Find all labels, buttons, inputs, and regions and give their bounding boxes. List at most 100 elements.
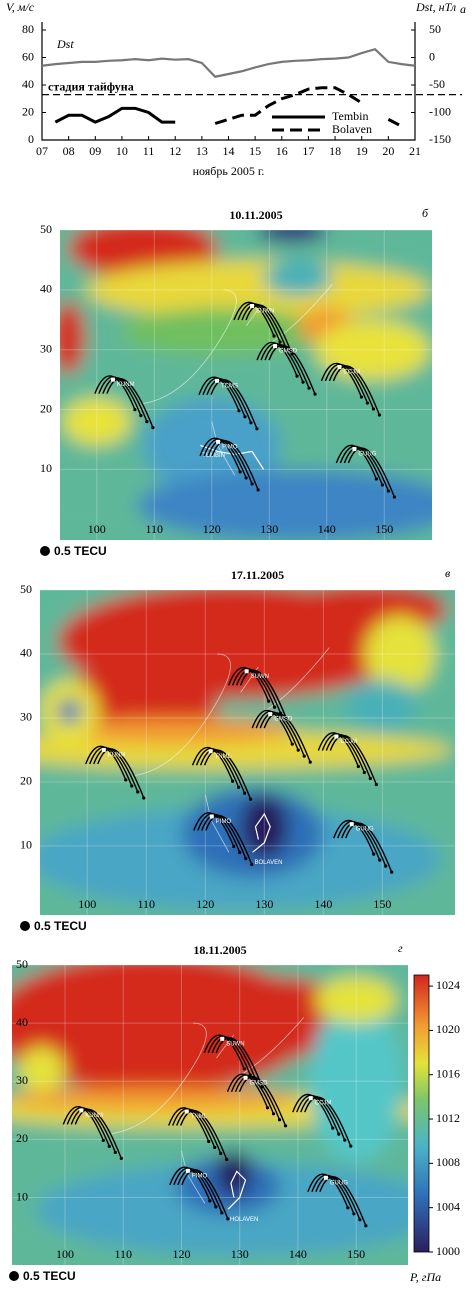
trajectory-dot — [392, 495, 396, 499]
map-title: 17.11.2005 — [231, 568, 284, 582]
y-tick-label: 20 — [20, 774, 32, 788]
trajectory-dot — [295, 374, 299, 378]
typhoon-label: TEMBIN — [202, 453, 225, 459]
typhoon-track — [227, 1170, 247, 1210]
stage-label: стадия тайфуна — [48, 79, 134, 93]
annotation: Dst — [56, 37, 74, 51]
series-line — [214, 86, 403, 128]
colorbar-tick-label: 1012 — [436, 1111, 460, 1125]
trajectory — [97, 748, 145, 799]
colorbar — [413, 974, 430, 1253]
x-tick-label: 15 — [249, 144, 261, 158]
trajectory-dot — [213, 1145, 217, 1150]
trajectory-dot — [349, 1144, 353, 1148]
tecu-dot — [9, 1271, 19, 1281]
station-label: SUWN — [226, 1041, 244, 1047]
station-label: CCJM — [343, 370, 360, 376]
field-blob — [18, 1046, 65, 1093]
trajectory — [215, 1037, 263, 1088]
field-blob — [263, 259, 333, 296]
x-tick-label: 130 — [260, 522, 278, 536]
station-label: PIMO — [192, 1173, 208, 1179]
trajectory-dot — [207, 1139, 211, 1144]
station-label: TNML — [215, 754, 232, 760]
x-tick-label: 100 — [56, 1247, 74, 1261]
trajectory-dot — [214, 1205, 218, 1209]
field-blob — [193, 976, 357, 1059]
trajectory — [329, 734, 377, 785]
station-label: GUUG — [330, 1180, 348, 1186]
y2-tick-label: -50 — [429, 77, 445, 91]
y2-tick-label: 50 — [429, 22, 441, 36]
legend-label: Bolaven — [332, 122, 372, 136]
x-tick-label: 140 — [289, 1247, 307, 1261]
x-tick-label: 150 — [347, 1247, 365, 1261]
trajectory-dot — [365, 401, 370, 405]
colorbar-tick-label: 1020 — [436, 1022, 460, 1036]
colorbar-tick-label: 1004 — [436, 1199, 460, 1213]
x-tick-label: 07 — [36, 144, 48, 158]
station — [216, 439, 221, 444]
series-line — [54, 106, 176, 124]
trajectory — [70, 1107, 116, 1153]
coastline — [134, 647, 330, 853]
trajectory-dot — [124, 778, 128, 782]
field-blob — [315, 976, 397, 1024]
trajectory-dot — [372, 852, 376, 856]
trajectory — [263, 712, 311, 763]
trajectory-dot — [377, 413, 382, 417]
station — [110, 377, 115, 382]
colorbar-label: P, гПа — [409, 1270, 441, 1284]
trajectory — [332, 365, 381, 416]
y2-tick-label: 0 — [429, 49, 435, 63]
station-label: GMSD — [274, 717, 293, 723]
x-tick-label: 130 — [255, 897, 273, 911]
station — [349, 822, 354, 827]
station — [273, 344, 278, 349]
station — [184, 1109, 189, 1114]
trajectory-dot — [378, 858, 382, 862]
station-label: CCJM — [340, 739, 357, 745]
trajectory-dot — [225, 1157, 229, 1162]
trajectory-dot — [142, 796, 146, 800]
y-axis-label: V, м/с — [6, 0, 35, 14]
x-tick-label: 19 — [356, 144, 368, 158]
field-blob — [240, 794, 288, 859]
trajectory-dot — [290, 742, 294, 746]
pressure-field — [40, 590, 455, 915]
station — [250, 304, 255, 309]
station — [209, 814, 214, 819]
trajectory-dot — [130, 784, 134, 788]
trajectory — [181, 1169, 229, 1220]
x-tick-label: 08 — [63, 144, 75, 158]
trajectory-dot — [272, 334, 276, 338]
trajectory-dot — [226, 1217, 230, 1221]
trajectory-dot — [301, 380, 305, 384]
trajectory-dot — [374, 782, 378, 787]
trajectory-dot — [371, 407, 376, 411]
x-tick-label: 14 — [223, 144, 235, 158]
x-tick-label: 20 — [382, 144, 394, 158]
trajectory — [180, 1109, 228, 1160]
trajectory-dot — [243, 791, 247, 795]
colorbar-tick-label: 1000 — [436, 1244, 460, 1258]
trajectory-dot — [107, 1144, 111, 1148]
tecu-label: 0.5 TECU — [23, 1269, 76, 1283]
trajectory — [345, 822, 393, 873]
trajectory — [106, 377, 154, 428]
trajectory-dot — [249, 421, 253, 425]
trajectory-dot — [238, 470, 242, 474]
trajectory-dot — [386, 489, 390, 493]
colorbar-tick-label: 1008 — [436, 1155, 460, 1169]
x-tick-label: 150 — [375, 522, 393, 536]
x-tick-label: 09 — [89, 144, 101, 158]
trajectory-dot — [113, 1150, 117, 1154]
station — [214, 378, 219, 383]
trajectory-dot — [220, 1211, 224, 1215]
trajectory-dot — [359, 395, 364, 399]
x-tick-label: 100 — [78, 897, 96, 911]
trajectory-dot — [346, 1206, 350, 1210]
y-tick-label: 30 — [40, 341, 52, 355]
x-tick-label: 16 — [276, 144, 288, 158]
station-label: GUUG — [356, 827, 374, 833]
